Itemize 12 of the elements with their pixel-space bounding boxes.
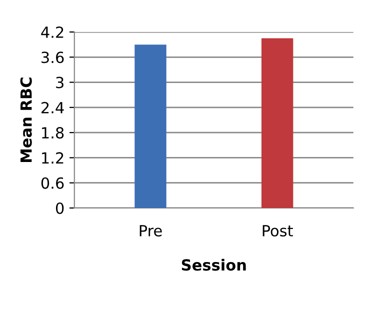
x-tick-label: Pre [140, 225, 162, 236]
x-axis-title: Session [182, 258, 246, 271]
y-tick-label: 3.6 [42, 52, 64, 64]
y-tick-label: 2.4 [42, 102, 64, 114]
y-tick-label: 1.2 [42, 152, 64, 164]
x-tick-label: Post [262, 225, 293, 236]
y-tick-label: 3 [56, 76, 64, 88]
y-tick-label: 4.2 [41, 26, 64, 38]
y-tick-label: 1.8 [42, 127, 64, 139]
y-axis-title: Mean RBC [20, 78, 32, 162]
y-tick-label: 0.6 [41, 177, 64, 189]
y-tick-label: 0 [56, 202, 64, 214]
